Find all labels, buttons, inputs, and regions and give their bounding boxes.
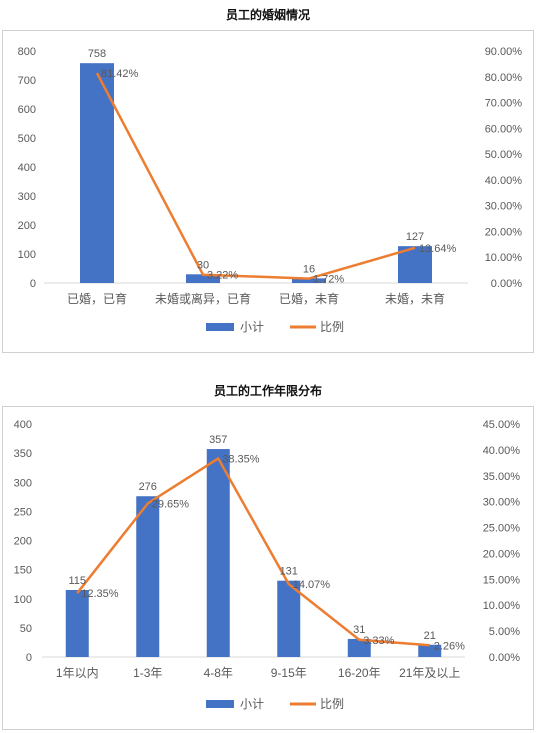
chart-2-bar xyxy=(347,638,371,657)
chart-1-x-tick-label: 未婚或离异，已育 xyxy=(155,291,251,306)
chart-1-y-tick-label: 100 xyxy=(18,249,36,261)
chart-1-line-data-label: 3.22% xyxy=(207,270,238,282)
chart-1-legend-bar-swatch xyxy=(206,323,234,331)
chart-2-line-data-label: 2.26% xyxy=(434,640,465,652)
chart-1-legend-line-label: 比例 xyxy=(320,320,344,334)
chart-2-bar xyxy=(65,590,89,657)
chart-2-bar-data-label: 21 xyxy=(424,630,436,642)
chart-1-y-tick-label: 300 xyxy=(18,191,36,203)
chart-2-frame xyxy=(2,406,534,730)
chart-2-y-tick-label: 350 xyxy=(14,448,32,460)
chart-1-y2-tick-label: 50.00% xyxy=(485,149,523,161)
chart-1-y2-tick-label: 60.00% xyxy=(485,123,523,135)
chart-1-line-data-label: 13.64% xyxy=(419,243,457,255)
chart-2-bar-data-label: 131 xyxy=(280,566,298,578)
chart-2-legend-line-label: 比例 xyxy=(320,697,344,711)
chart-2-bar-data-label: 276 xyxy=(139,481,157,493)
chart-2-bar xyxy=(277,580,301,657)
chart-1-bar xyxy=(292,278,326,283)
chart-1-bar-data-label: 758 xyxy=(88,48,106,60)
chart-1-x-tick-label: 未婚，未育 xyxy=(385,291,445,306)
chart-1-y2-tick-label: 70.00% xyxy=(485,98,523,110)
chart-2-x-tick-label: 4-8年 xyxy=(204,666,233,680)
chart-1-y-tick-label: 600 xyxy=(18,104,36,116)
chart-1-y2-tick-label: 30.00% xyxy=(485,201,523,213)
chart-2-y-tick-label: 0 xyxy=(26,652,32,664)
chart-1-y-tick-label: 800 xyxy=(18,46,36,58)
chart-2-bar xyxy=(206,449,230,657)
chart-2-y2-tick-label: 5.00% xyxy=(489,626,520,638)
chart-1-line-series xyxy=(95,72,416,280)
chart-2-bar xyxy=(136,496,160,657)
chart-2-legend-bar-label: 小计 xyxy=(240,697,264,711)
chart-1-y-tick-label: 200 xyxy=(18,220,36,232)
chart-1-y-tick-label: 400 xyxy=(18,162,36,174)
chart-1-legend-bar-label: 小计 xyxy=(240,320,264,334)
chart-2-bar xyxy=(418,644,442,657)
chart-1-y-tick-label: 0 xyxy=(30,278,36,290)
chart-2-y2-tick-label: 25.00% xyxy=(483,523,521,535)
chart-1-frame xyxy=(2,30,534,353)
chart-1-y2-tick-label: 90.00% xyxy=(485,46,523,58)
chart-2-line-series xyxy=(76,457,430,647)
chart-2-y-tick-label: 150 xyxy=(14,565,32,577)
chart-1-x-tick-label: 已婚，未育 xyxy=(279,291,339,306)
chart-2-y2-tick-label: 30.00% xyxy=(483,497,521,509)
chart-1-line-data-label: 1.72% xyxy=(313,274,344,286)
chart-1-y2-tick-label: 80.00% xyxy=(485,72,523,84)
chart-2-title: 员工的工作年限分布 xyxy=(213,384,322,398)
chart-1-bar-data-label: 30 xyxy=(197,259,209,271)
chart-2-line-data-label: 38.35% xyxy=(222,453,260,465)
chart-1-y-tick-label: 700 xyxy=(18,75,36,87)
chart-2-y-tick-label: 50 xyxy=(20,623,32,635)
chart-2-y2-tick-label: 15.00% xyxy=(483,574,521,586)
chart-1-line-data-label: 81.42% xyxy=(101,68,139,80)
chart-1-x-tick-label: 已婚，已育 xyxy=(67,291,127,306)
chart-2-x-tick-label: 1-3年 xyxy=(133,666,162,680)
chart-2-legend-bar-swatch xyxy=(206,700,234,708)
chart-2-y2-tick-label: 35.00% xyxy=(483,471,521,483)
chart-2-x-tick-label: 9-15年 xyxy=(271,666,307,680)
chart-1-y2-tick-label: 20.00% xyxy=(485,226,523,238)
chart-1-y2-tick-label: 0.00% xyxy=(491,278,522,290)
chart-2-bar-data-label: 357 xyxy=(209,434,227,446)
chart-2-y2-tick-label: 40.00% xyxy=(483,445,521,457)
chart-2-y-tick-label: 200 xyxy=(14,536,32,548)
chart-2-y2-tick-label: 0.00% xyxy=(489,652,520,664)
chart-1-bar xyxy=(80,63,114,284)
chart-2-y-tick-label: 400 xyxy=(14,419,32,431)
chart-1-y2-tick-label: 10.00% xyxy=(485,252,523,264)
chart-2-x-tick-label: 1年以内 xyxy=(56,666,99,680)
chart-1-y2-tick-label: 40.00% xyxy=(485,175,523,187)
chart-2-y-tick-label: 100 xyxy=(14,594,32,606)
chart-1-y-tick-label: 500 xyxy=(18,133,36,145)
chart-2-line-data-label: 14.07% xyxy=(293,579,331,591)
chart-2-y-tick-label: 300 xyxy=(14,477,32,489)
chart-2-y2-tick-label: 20.00% xyxy=(483,548,521,560)
chart-1-bar xyxy=(186,274,220,283)
chart-2-y2-tick-label: 10.00% xyxy=(483,600,521,612)
chart-2-x-tick-label: 21年及以上 xyxy=(399,666,460,680)
chart-2-line-data-label: 12.35% xyxy=(81,588,119,600)
chart-2-line-data-label: 3.33% xyxy=(363,635,394,647)
chart-1-title: 员工的婚姻情况 xyxy=(225,8,310,22)
chart-2-bar-data-label: 115 xyxy=(68,575,86,587)
chart-2-bar-data-label: 31 xyxy=(353,624,365,636)
chart-2-y-tick-label: 250 xyxy=(14,506,32,518)
chart-1-bar-data-label: 16 xyxy=(303,263,315,275)
chart-2-y2-tick-label: 45.00% xyxy=(483,419,521,431)
chart-2-x-tick-label: 16-20年 xyxy=(338,666,381,680)
chart-1-bar-data-label: 127 xyxy=(406,231,424,243)
chart-2-line-data-label: 29.65% xyxy=(152,498,190,510)
